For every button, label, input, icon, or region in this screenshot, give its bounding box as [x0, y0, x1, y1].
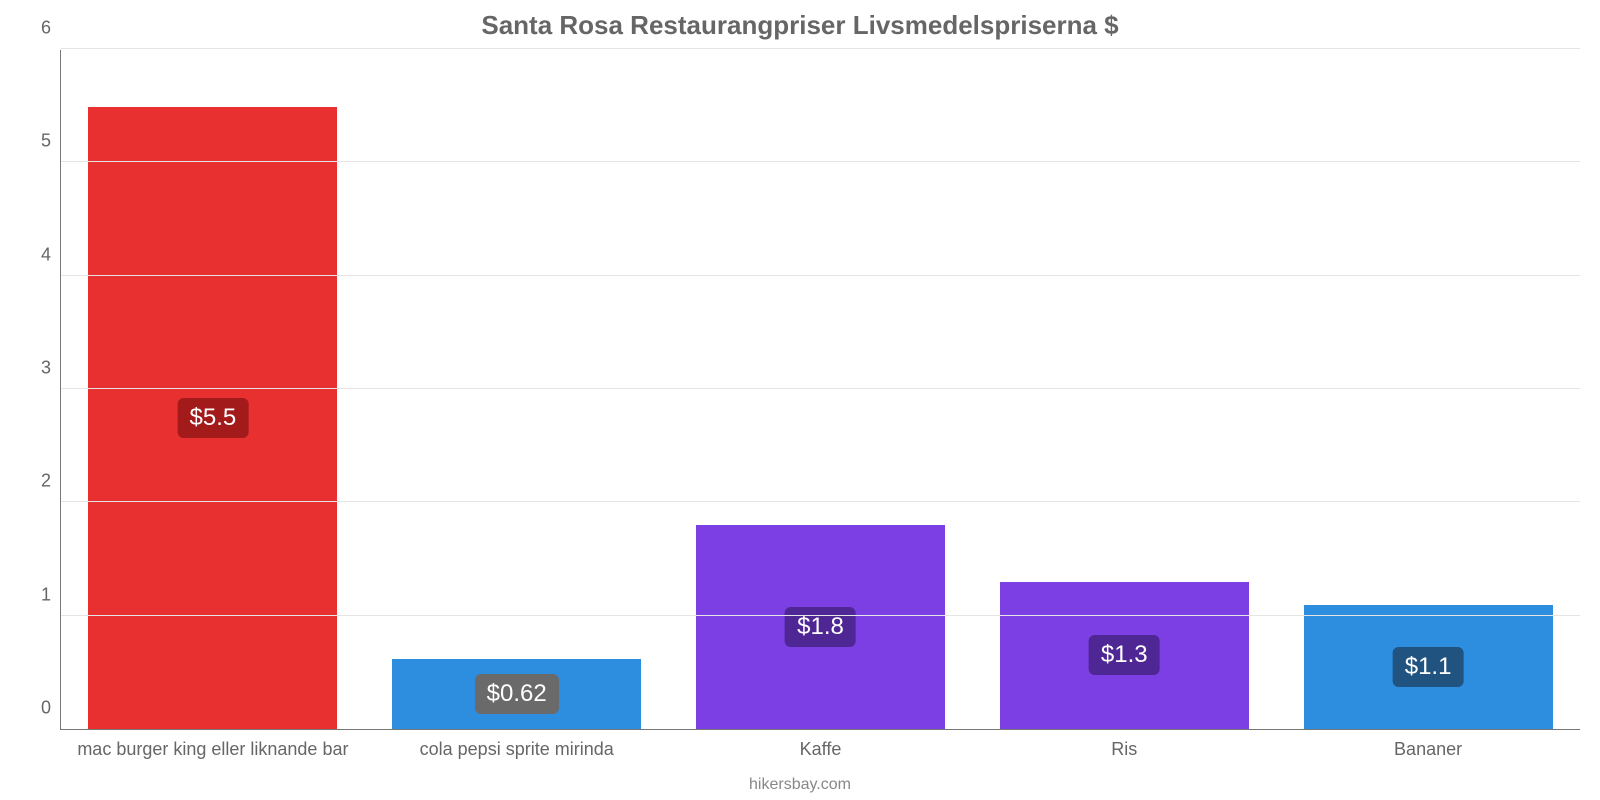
value-badge: $1.8	[785, 607, 856, 647]
grid-line	[61, 388, 1580, 389]
grid-line	[61, 161, 1580, 162]
bar-slot: $1.3Ris	[972, 50, 1276, 729]
value-badge: $1.1	[1393, 647, 1464, 687]
bar-slot: $0.62cola pepsi sprite mirinda	[365, 50, 669, 729]
y-tick-label: 5	[41, 131, 61, 152]
bar-slot: $1.8Kaffe	[669, 50, 973, 729]
grid-line	[61, 275, 1580, 276]
x-tick-label: mac burger king eller liknande bar	[77, 729, 348, 760]
x-tick-label: Ris	[1111, 729, 1137, 760]
y-tick-label: 6	[41, 18, 61, 39]
grid-line	[61, 48, 1580, 49]
y-tick-label: 1	[41, 584, 61, 605]
x-tick-label: Bananer	[1394, 729, 1462, 760]
plot-area: $5.5mac burger king eller liknande bar$0…	[60, 50, 1580, 730]
value-badge: $5.5	[178, 398, 249, 438]
x-tick-label: cola pepsi sprite mirinda	[420, 729, 614, 760]
chart-title: Santa Rosa Restaurangpriser Livsmedelspr…	[0, 0, 1600, 41]
x-tick-label: Kaffe	[800, 729, 842, 760]
y-tick-label: 0	[41, 698, 61, 719]
y-tick-label: 2	[41, 471, 61, 492]
bar-slot: $1.1Bananer	[1276, 50, 1580, 729]
grid-line	[61, 615, 1580, 616]
y-tick-label: 3	[41, 358, 61, 379]
y-tick-label: 4	[41, 244, 61, 265]
attribution: hikersbay.com	[0, 776, 1600, 794]
bar-slot: $5.5mac burger king eller liknande bar	[61, 50, 365, 729]
value-badge: $0.62	[475, 674, 559, 714]
value-badge: $1.3	[1089, 635, 1160, 675]
price-bar-chart: Santa Rosa Restaurangpriser Livsmedelspr…	[0, 0, 1600, 800]
bars-container: $5.5mac burger king eller liknande bar$0…	[61, 50, 1580, 729]
grid-line	[61, 501, 1580, 502]
